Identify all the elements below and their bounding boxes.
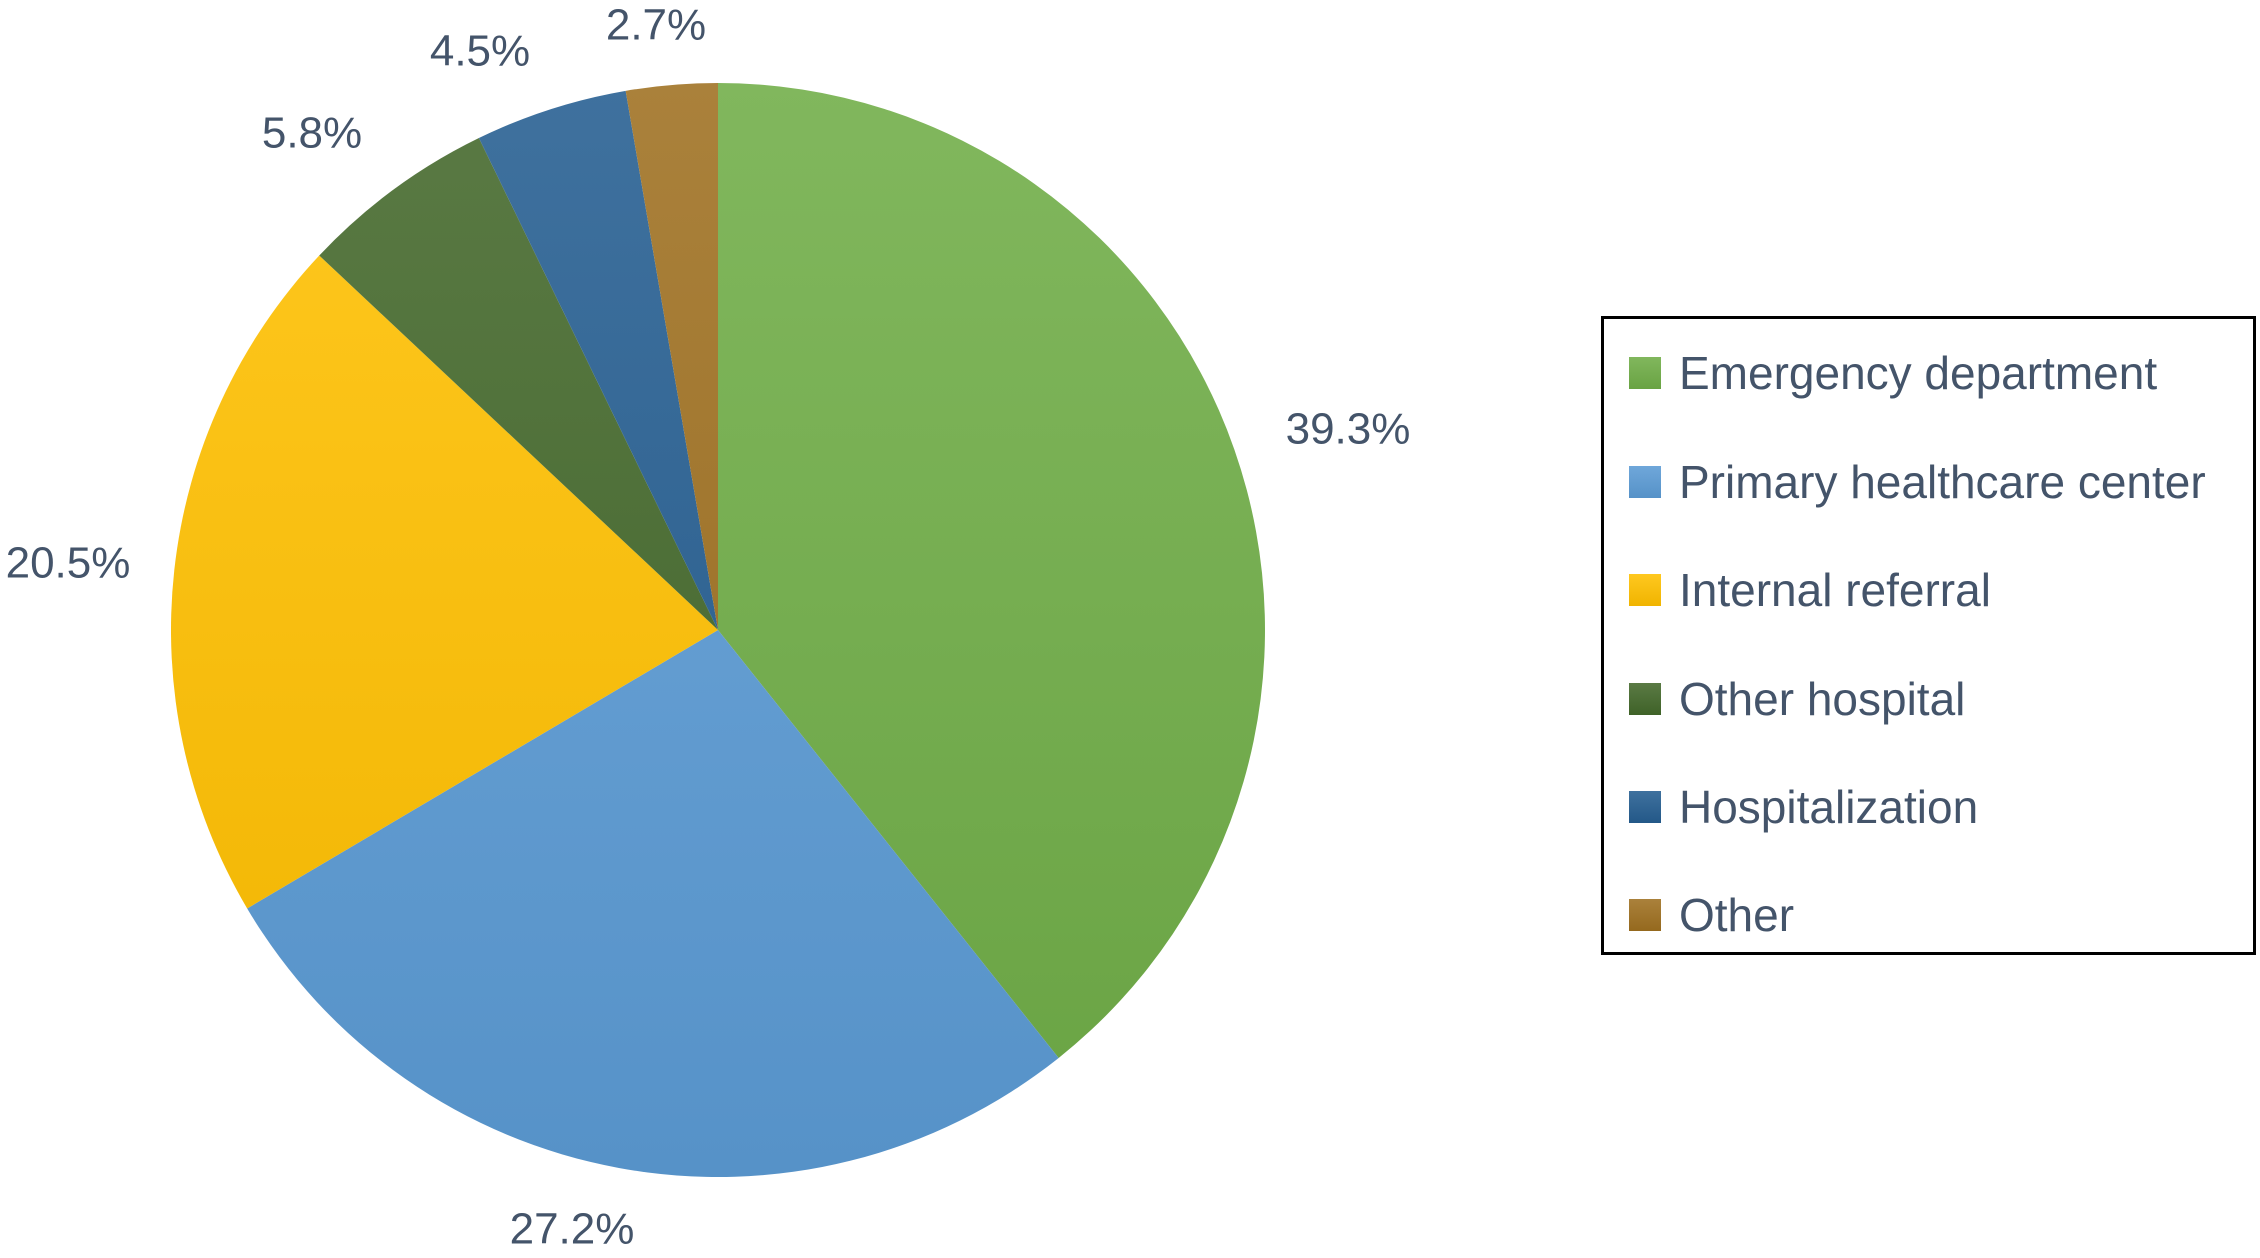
legend-item-emergency-department: Emergency department [1629, 343, 2157, 403]
pie-slice-internal-referral [170, 255, 719, 909]
data-label-other-hospital: 5.8% [262, 109, 362, 158]
legend-swatch [1629, 899, 1661, 931]
pie-slice-other-hospital [319, 138, 718, 630]
pie-slice-hospitalization [478, 90, 718, 631]
data-label-other: 2.7% [606, 1, 706, 50]
legend-item-hospitalization: Hospitalization [1629, 777, 1978, 837]
pie-slice-emergency-department [718, 83, 1265, 1058]
pie-slice-primary-healthcare-center [247, 630, 1059, 1178]
legend-item-primary-healthcare-center: Primary healthcare center [1629, 452, 2206, 512]
data-label-hospitalization: 4.5% [430, 27, 530, 76]
legend-swatch [1629, 683, 1661, 715]
pie-slices [170, 83, 1265, 1178]
legend-swatch [1629, 357, 1661, 389]
data-label-primary-healthcare-center: 27.2% [510, 1205, 635, 1254]
chart-legend: Emergency department Primary healthcare c… [1601, 316, 2256, 955]
pie-data-labels: 39.3% 27.2% 20.5% 5.8% 4.5% 2.7% [6, 1, 1411, 1254]
legend-label: Emergency department [1679, 347, 2158, 399]
legend-label: Other hospital [1679, 673, 1966, 725]
pie-slice-other [625, 83, 718, 630]
legend-item-other-hospital: Other hospital [1629, 669, 1965, 729]
data-label-emergency-department: 39.3% [1286, 405, 1411, 454]
legend-label: Primary healthcare center [1679, 456, 2206, 508]
legend-label: Internal referral [1679, 564, 1991, 616]
legend-item-other: Other [1629, 885, 1794, 945]
legend-swatch [1629, 466, 1661, 498]
legend-swatch [1629, 791, 1661, 823]
legend-item-internal-referral: Internal referral [1629, 560, 1991, 620]
legend-label: Hospitalization [1679, 781, 1979, 833]
legend-swatch [1629, 574, 1661, 606]
legend-label: Other [1679, 889, 1795, 941]
data-label-internal-referral: 20.5% [6, 539, 131, 588]
